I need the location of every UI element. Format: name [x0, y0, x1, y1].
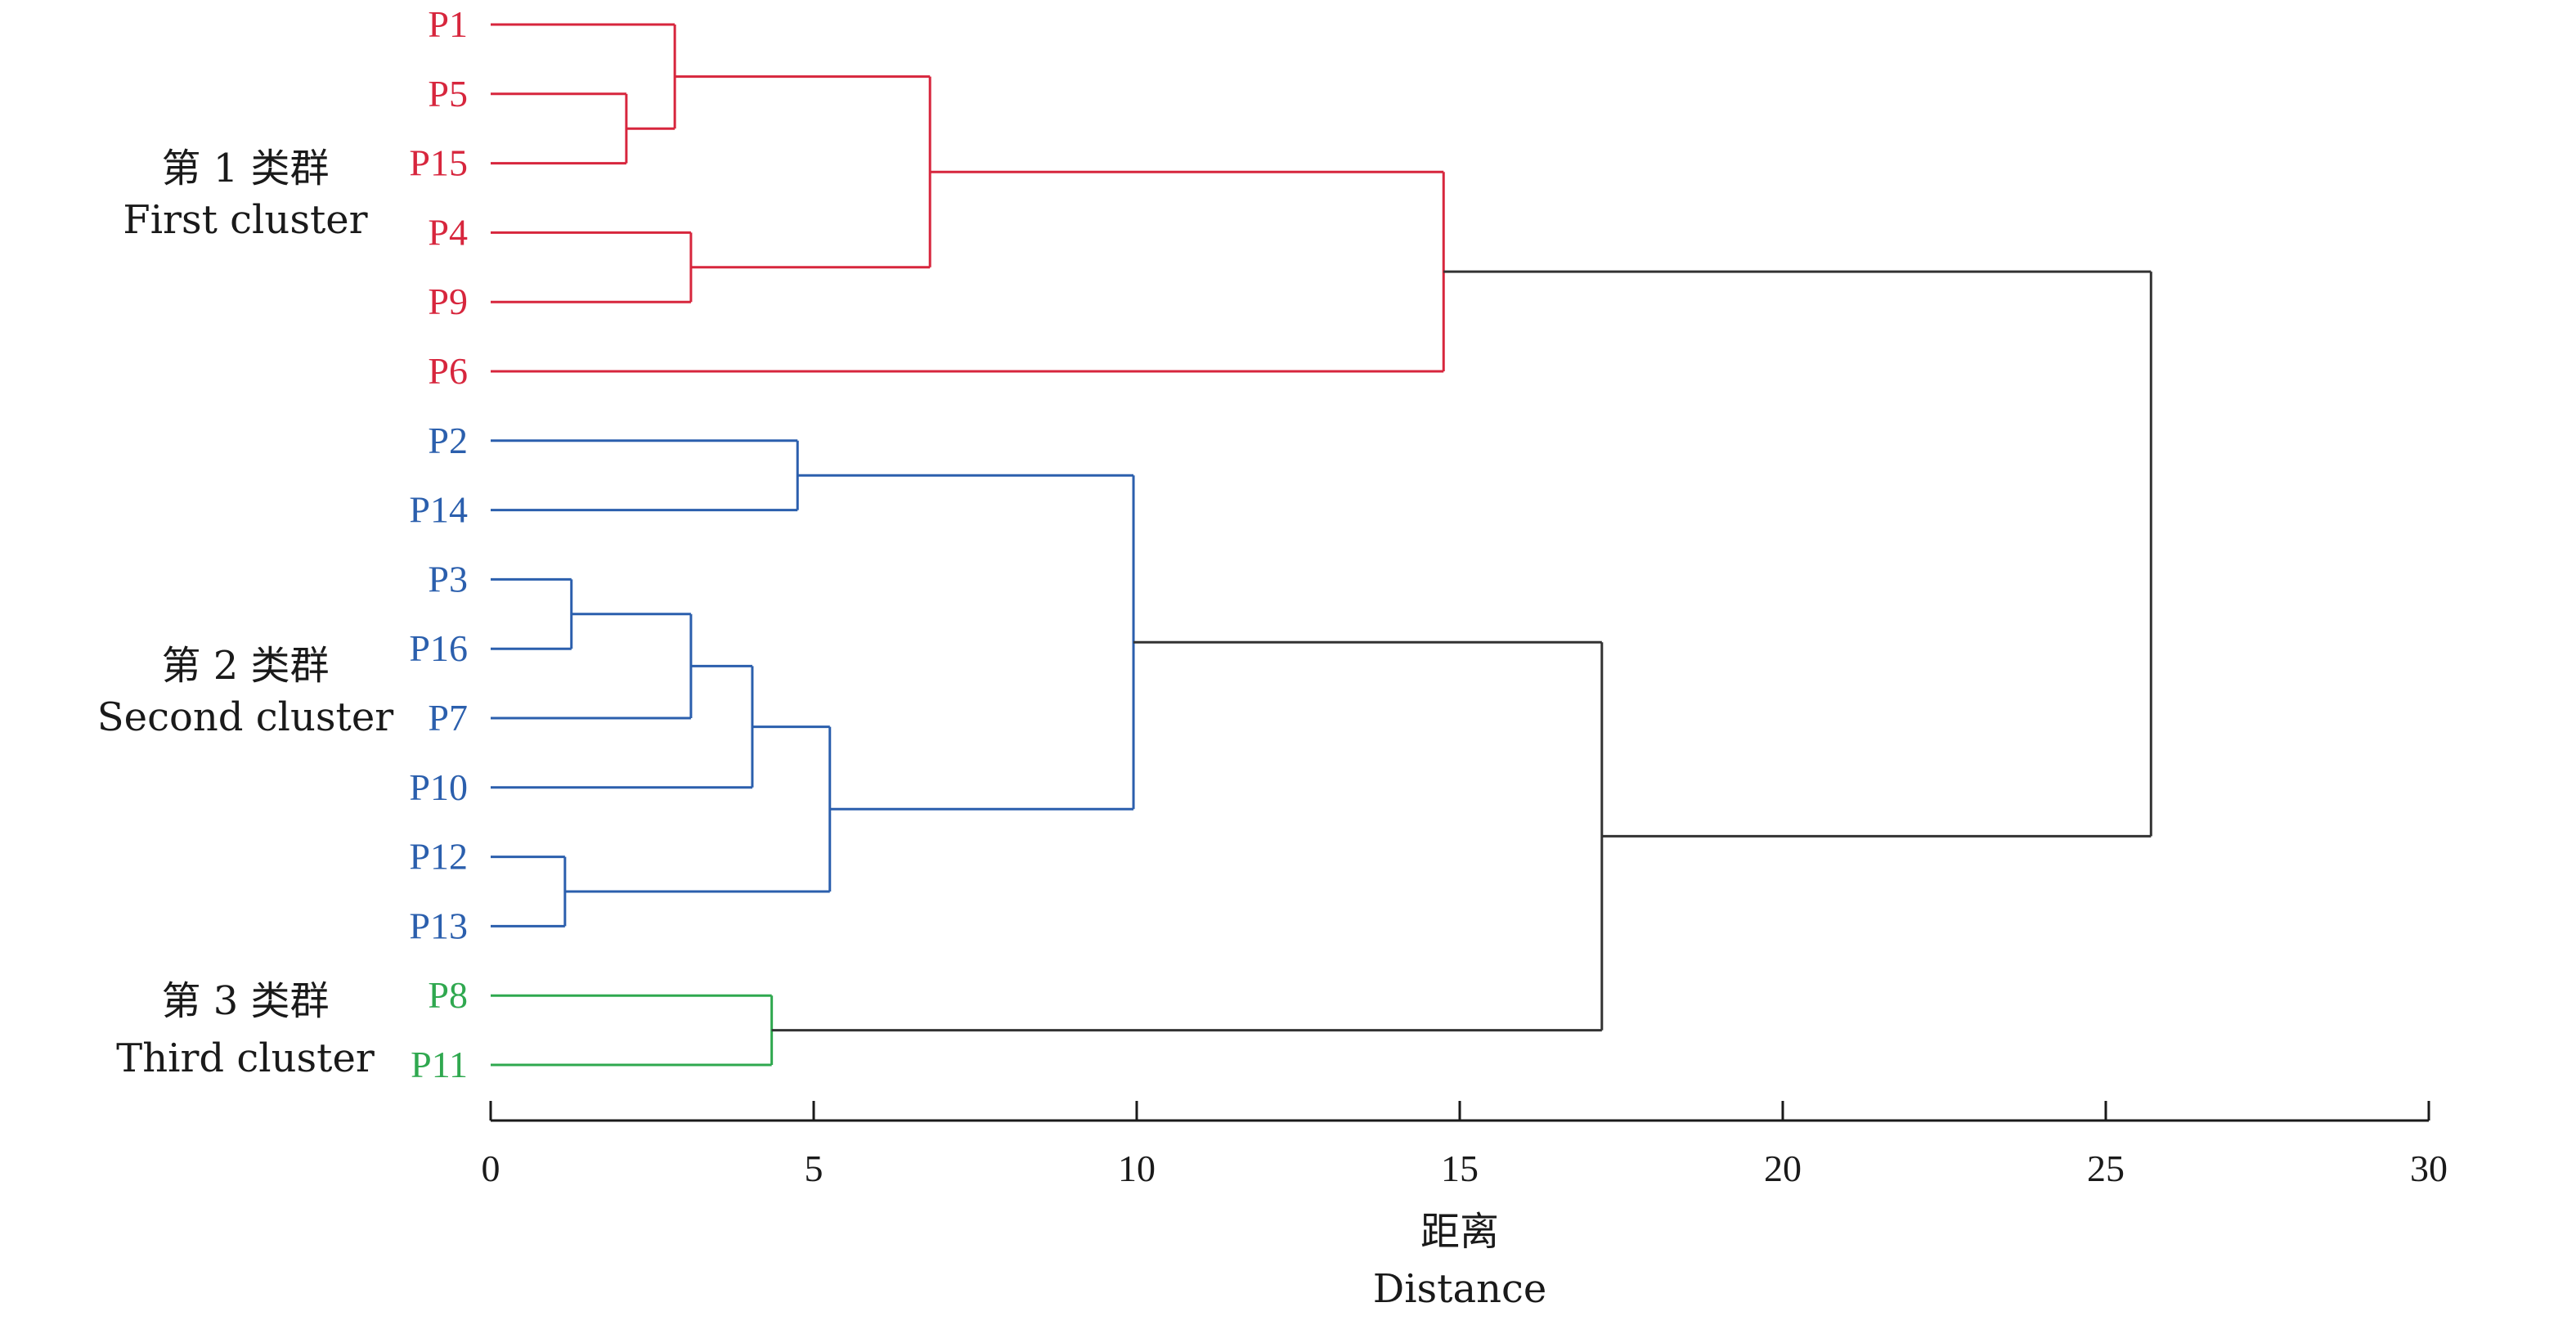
- cluster-2-label: 第 2 类群 Second cluster: [97, 643, 393, 740]
- merge-link-7: [491, 613, 693, 720]
- leaf-label-p1: P1: [428, 3, 468, 45]
- merge-link-13: [771, 640, 1604, 1032]
- cluster-3-label-en: Third cluster: [116, 1035, 375, 1081]
- x-axis-title-cn: 距离: [1420, 1209, 1499, 1255]
- leaf-label-p9: P9: [428, 281, 468, 322]
- merge-link-2: [491, 231, 693, 303]
- merge-link-14: [1443, 270, 2152, 838]
- merge-link-12: [491, 994, 774, 1067]
- merge-link-3: [675, 75, 931, 269]
- x-tick-label-5: 5: [805, 1148, 824, 1189]
- merge-link-0: [491, 92, 628, 165]
- merge-link-8: [491, 664, 754, 789]
- merge-link-4: [491, 170, 1445, 373]
- leaf-label-p15: P15: [409, 142, 468, 184]
- cluster-1-label-cn: 第 1 类群: [161, 146, 329, 191]
- leaf-label-p12: P12: [409, 836, 468, 878]
- cluster-2-label-en: Second cluster: [97, 694, 393, 740]
- merge-link-5: [491, 439, 799, 512]
- x-tick-label-10: 10: [1118, 1148, 1156, 1189]
- x-tick-label-30: 30: [2410, 1148, 2448, 1189]
- leaf-label-p8: P8: [428, 974, 468, 1016]
- leaf-label-p11: P11: [411, 1044, 468, 1085]
- leaf-label-p7: P7: [428, 697, 468, 739]
- x-tick-label-15: 15: [1441, 1148, 1479, 1189]
- leaf-label-p6: P6: [428, 350, 468, 392]
- merge-link-9: [491, 856, 567, 928]
- cluster-2-label-cn: 第 2 类群: [161, 643, 329, 689]
- x-axis-title-en: Distance: [1373, 1266, 1547, 1312]
- dendrogram-links: [491, 23, 2152, 1067]
- x-axis: 0 5 10 15 20 25 30: [482, 1101, 2448, 1189]
- merge-link-6: [491, 577, 573, 650]
- leaf-label-p13: P13: [409, 905, 468, 946]
- leaf-label-p10: P10: [409, 766, 468, 808]
- merge-link-10: [564, 725, 832, 893]
- cluster-1-label: 第 1 类群 First cluster: [123, 146, 367, 243]
- leaf-label-p4: P4: [428, 211, 468, 253]
- cluster-3-label: 第 3 类群 Third cluster: [116, 978, 375, 1081]
- cluster-3-label-cn: 第 3 类群: [161, 978, 329, 1024]
- x-tick-label-0: 0: [482, 1148, 500, 1189]
- leaf-label-p2: P2: [428, 420, 468, 461]
- x-tick-label-25: 25: [2087, 1148, 2125, 1189]
- merge-link-1: [491, 23, 676, 130]
- leaf-labels: P1 P5 P15 P4 P9 P6 P2 P14 P3 P16 P7 P10 P12 P13 P8 P11: [409, 3, 468, 1085]
- leaf-label-p16: P16: [409, 627, 468, 669]
- leaf-label-p14: P14: [409, 489, 468, 531]
- x-tick-label-20: 20: [1764, 1148, 1802, 1189]
- leaf-label-p5: P5: [428, 73, 468, 115]
- cluster-1-label-en: First cluster: [123, 197, 367, 243]
- leaf-label-p3: P3: [428, 558, 468, 600]
- merge-link-11: [797, 474, 1135, 811]
